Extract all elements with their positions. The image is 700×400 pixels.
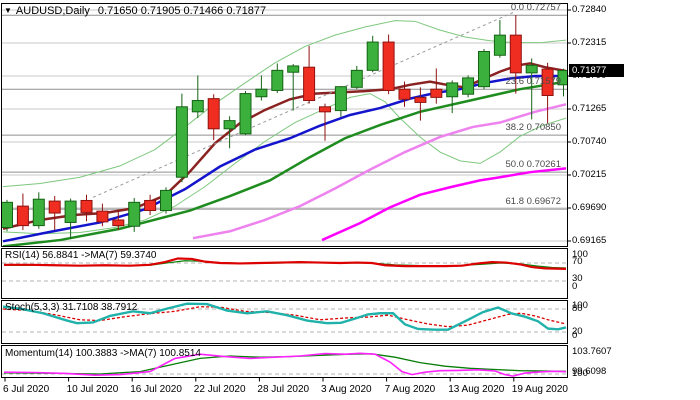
date-axis-label: 19 Aug 2020 [511, 384, 568, 395]
fib-level-label: 50.0 0.70261 [505, 159, 561, 171]
momentum-indicator-label: Momentum(14) 100.3883 ->MA(7) 100.8514 [5, 347, 201, 359]
date-axis-label: 22 Jul 2020 [193, 384, 246, 395]
price-axis-label: 0.69690 [572, 202, 607, 213]
fib-level-label: 61.8 0.69672 [505, 196, 561, 208]
fib-level-label: 38.2 0.70850 [505, 122, 561, 134]
date-axis-label: 13 Aug 2020 [448, 384, 505, 395]
indicator-axis-label: 80 [572, 303, 583, 314]
indicator-axis-label: 30 [572, 273, 583, 284]
current-price-badge: 0.71877 [569, 64, 624, 78]
indicator-axis-label: 100 [572, 249, 588, 260]
indicator-axis-label: 0 [572, 281, 578, 292]
price-axis-label: 0.70215 [572, 169, 607, 180]
indicator-axis-label: 20 [572, 326, 583, 337]
fib-level-label: 23.6 0.71579 [505, 76, 561, 88]
indicator-axis-label: 99.6098 [572, 365, 607, 377]
symbol-timeframe-label: AUDUSD,Daily [15, 5, 90, 17]
indicator-axis-label: 103.7607 [572, 345, 612, 357]
fib-level-label: 0.0 0.72757 [510, 2, 561, 14]
stoch-indicator-label: Stoch(5,3,3) 31.7108 38.7912 [5, 302, 138, 313]
price-axis-label: 0.72840 [572, 4, 607, 15]
indicator-axis-label: 100 [572, 368, 588, 379]
date-axis-label: 10 Jul 2020 [66, 384, 119, 395]
price-axis-label: 0.71265 [572, 103, 607, 114]
price-axis-label: 0.72315 [572, 37, 607, 48]
rsi-indicator-label: RSI(14) 56.8841 ->MA(7) 59.3740 [5, 250, 157, 261]
indicator-axis-label: 100 [572, 299, 588, 311]
date-axis-label: 16 Jul 2020 [130, 384, 182, 395]
chart-title: ▼ AUDUSD,Daily 0.71650 0.71905 0.71466 0.7… [4, 5, 266, 17]
ohlc-readout: 0.71650 0.71905 0.71466 0.71877 [97, 5, 267, 17]
date-axis-label: 6 Jul 2020 [3, 384, 50, 395]
date-axis-label: 7 Aug 2020 [384, 384, 436, 395]
price-axis-label: 0.69165 [572, 235, 607, 246]
date-axis-label: 3 Aug 2020 [321, 384, 372, 395]
price-axis-label: 0.70740 [572, 136, 607, 147]
date-axis-label: 28 Jul 2020 [257, 384, 310, 395]
symbol-dropdown-icon[interactable]: ▼ [4, 6, 12, 15]
indicator-axis-label: 70 [572, 256, 583, 267]
indicator-axis-label: 0 [572, 329, 578, 341]
